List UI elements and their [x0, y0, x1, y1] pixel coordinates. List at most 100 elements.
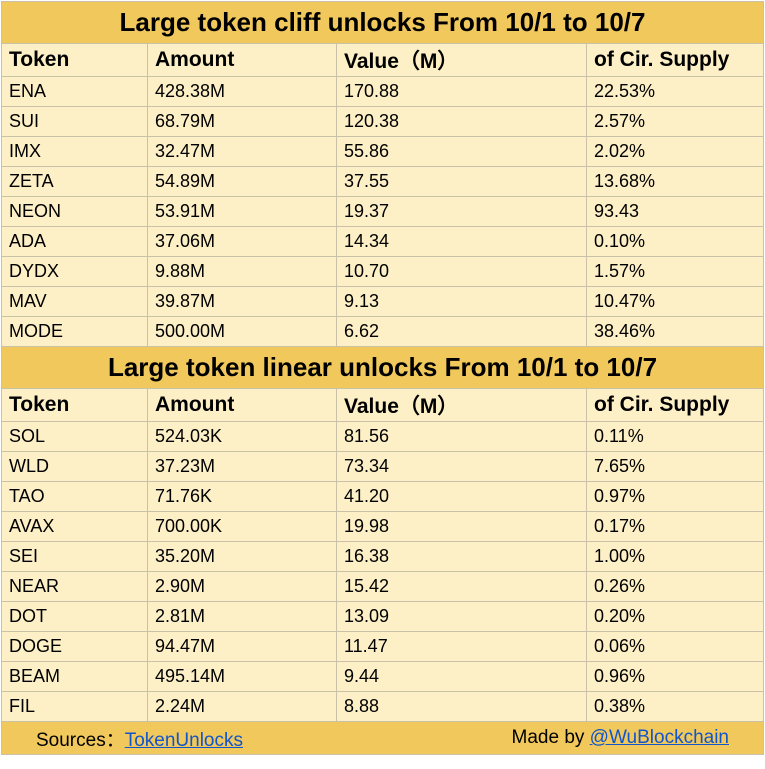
cliff-row: ZETA 54.89M 37.55 13.68% [1, 166, 764, 197]
header-amount: Amount [147, 43, 337, 77]
token-cell: MAV [1, 286, 148, 317]
token-cell: ZETA [1, 166, 148, 197]
supply-cell: 0.17% [586, 511, 764, 542]
value-cell: 19.98 [336, 511, 587, 542]
token-cell: FIL [1, 691, 148, 722]
value-cell: 11.47 [336, 631, 587, 662]
value-cell: 9.13 [336, 286, 587, 317]
header-supply: of Cir. Supply [586, 43, 764, 77]
token-cell: ADA [1, 226, 148, 257]
amount-cell: 495.14M [147, 661, 337, 692]
supply-cell: 10.47% [586, 286, 764, 317]
footer-row: Sources：TokenUnlocks Made by @WuBlockcha… [1, 721, 764, 755]
value-cell: 13.09 [336, 601, 587, 632]
supply-cell: 38.46% [586, 316, 764, 347]
token-cell: IMX [1, 136, 148, 167]
linear-row: SEI 35.20M 16.38 1.00% [1, 541, 764, 572]
amount-cell: 54.89M [147, 166, 337, 197]
amount-cell: 37.06M [147, 226, 337, 257]
supply-cell: 0.11% [586, 421, 764, 452]
amount-cell: 524.03K [147, 421, 337, 452]
token-cell: DOT [1, 601, 148, 632]
value-cell: 15.42 [336, 571, 587, 602]
amount-cell: 37.23M [147, 451, 337, 482]
linear-row: TAO 71.76K 41.20 0.97% [1, 481, 764, 512]
value-cell: 16.38 [336, 541, 587, 572]
made-by-label: Made by [511, 727, 590, 748]
value-cell: 41.20 [336, 481, 587, 512]
cliff-row: IMX 32.47M 55.86 2.02% [1, 136, 764, 167]
amount-cell: 2.90M [147, 571, 337, 602]
linear-row: DOGE 94.47M 11.47 0.06% [1, 631, 764, 662]
header-token: Token [1, 43, 148, 77]
cliff-row: ADA 37.06M 14.34 0.10% [1, 226, 764, 257]
wublockchain-link[interactable]: @WuBlockchain [589, 727, 729, 748]
supply-cell: 0.10% [586, 226, 764, 257]
supply-cell: 0.96% [586, 661, 764, 692]
supply-cell: 0.06% [586, 631, 764, 662]
amount-cell: 2.81M [147, 601, 337, 632]
amount-cell: 32.47M [147, 136, 337, 167]
value-cell: 37.55 [336, 166, 587, 197]
token-cell: DYDX [1, 256, 148, 287]
header-value: Value（M） [336, 388, 587, 422]
value-cell: 170.88 [336, 76, 587, 107]
value-cell: 6.62 [336, 316, 587, 347]
cliff-row: ENA 428.38M 170.88 22.53% [1, 76, 764, 107]
supply-cell: 7.65% [586, 451, 764, 482]
header-token: Token [1, 388, 148, 422]
token-cell: SOL [1, 421, 148, 452]
supply-cell: 1.00% [586, 541, 764, 572]
header-supply: of Cir. Supply [586, 388, 764, 422]
linear-row: BEAM 495.14M 9.44 0.96% [1, 661, 764, 692]
unlocks-table-body: Large token cliff unlocks From 10/1 to 1… [1, 1, 764, 755]
supply-cell: 93.43 [586, 196, 764, 227]
token-cell: WLD [1, 451, 148, 482]
header-amount: Amount [147, 388, 337, 422]
cliff-row: DYDX 9.88M 10.70 1.57% [1, 256, 764, 287]
token-cell: AVAX [1, 511, 148, 542]
value-cell: 14.34 [336, 226, 587, 257]
linear-title-row: Large token linear unlocks From 10/1 to … [1, 346, 764, 389]
value-cell: 9.44 [336, 661, 587, 692]
sources-credit: Sources：TokenUnlocks [36, 725, 243, 752]
linear-header-row: Token Amount Value（M） of Cir. Supply [1, 388, 764, 422]
amount-cell: 71.76K [147, 481, 337, 512]
value-cell: 120.38 [336, 106, 587, 137]
token-cell: ENA [1, 76, 148, 107]
value-cell: 19.37 [336, 196, 587, 227]
amount-cell: 9.88M [147, 256, 337, 287]
value-cell: 81.56 [336, 421, 587, 452]
cliff-section-title: Large token cliff unlocks From 10/1 to 1… [1, 1, 764, 44]
amount-cell: 500.00M [147, 316, 337, 347]
value-cell: 10.70 [336, 256, 587, 287]
header-value: Value（M） [336, 43, 587, 77]
supply-cell: 2.02% [586, 136, 764, 167]
cliff-row: SUI 68.79M 120.38 2.57% [1, 106, 764, 137]
token-cell: SUI [1, 106, 148, 137]
footer: Sources：TokenUnlocks Made by @WuBlockcha… [3, 725, 763, 752]
value-cell: 8.88 [336, 691, 587, 722]
linear-row: AVAX 700.00K 19.98 0.17% [1, 511, 764, 542]
amount-cell: 2.24M [147, 691, 337, 722]
linear-row: WLD 37.23M 73.34 7.65% [1, 451, 764, 482]
amount-cell: 39.87M [147, 286, 337, 317]
amount-cell: 35.20M [147, 541, 337, 572]
cliff-header-row: Token Amount Value（M） of Cir. Supply [1, 43, 764, 77]
amount-cell: 94.47M [147, 631, 337, 662]
supply-cell: 13.68% [586, 166, 764, 197]
token-cell: SEI [1, 541, 148, 572]
supply-cell: 2.57% [586, 106, 764, 137]
tokenunlocks-link[interactable]: TokenUnlocks [124, 729, 243, 751]
linear-row: NEAR 2.90M 15.42 0.26% [1, 571, 764, 602]
cliff-row: MAV 39.87M 9.13 10.47% [1, 286, 764, 317]
cliff-row: MODE 500.00M 6.62 38.46% [1, 316, 764, 347]
amount-cell: 428.38M [147, 76, 337, 107]
supply-cell: 0.20% [586, 601, 764, 632]
token-cell: NEAR [1, 571, 148, 602]
supply-cell: 0.26% [586, 571, 764, 602]
value-cell: 73.34 [336, 451, 587, 482]
linear-row: SOL 524.03K 81.56 0.11% [1, 421, 764, 452]
supply-cell: 0.97% [586, 481, 764, 512]
